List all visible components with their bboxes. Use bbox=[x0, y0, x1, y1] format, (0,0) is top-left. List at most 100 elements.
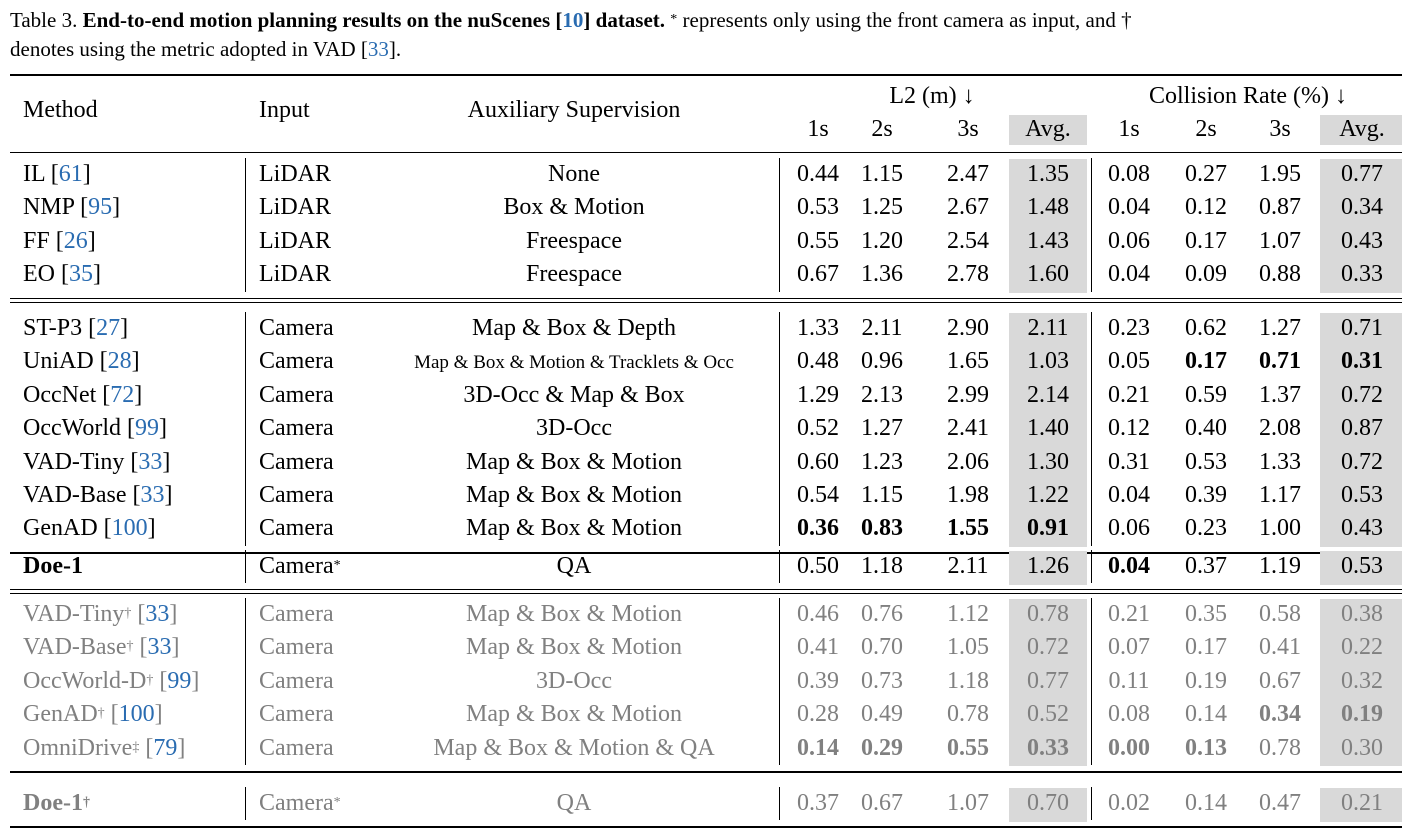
metric-value: 0.53 bbox=[1341, 553, 1383, 579]
metric-value: 0.23 bbox=[1108, 315, 1150, 341]
method-name: VAD-Base† [33] bbox=[23, 634, 180, 661]
metric-value: 0.35 bbox=[1185, 601, 1227, 627]
metric-value: 2.13 bbox=[861, 381, 903, 408]
input-type: Camera bbox=[259, 701, 334, 728]
group-rule bbox=[10, 551, 1402, 554]
metric-value: 0.06 bbox=[1108, 515, 1150, 542]
metric-value: 1.33 bbox=[1259, 448, 1301, 475]
metric-value: 0.02 bbox=[1108, 790, 1150, 816]
metric-value: 1.15 bbox=[861, 482, 903, 508]
metric-value: 0.04 bbox=[1108, 482, 1150, 508]
metric-value: 0.14 bbox=[1185, 701, 1227, 728]
metric-value: 0.27 bbox=[1185, 161, 1227, 187]
metric-value: 0.40 bbox=[1185, 415, 1227, 442]
metric-value: 0.53 bbox=[1185, 448, 1227, 475]
column-divider bbox=[1091, 550, 1092, 584]
metric-value: 0.04 bbox=[1108, 194, 1150, 221]
avg-bg bbox=[1009, 379, 1087, 414]
column-divider bbox=[245, 787, 246, 821]
metric-value: 0.49 bbox=[861, 701, 903, 728]
avg-bg bbox=[1320, 159, 1402, 193]
column-divider bbox=[1091, 158, 1092, 292]
metric-value: 0.33 bbox=[1341, 261, 1383, 288]
metric-value: 0.04 bbox=[1108, 261, 1150, 288]
method-name: VAD-Base [33] bbox=[23, 482, 173, 508]
metric-value: 0.21 bbox=[1341, 790, 1383, 816]
metric-value: 0.39 bbox=[797, 667, 839, 694]
avg-bg bbox=[1320, 192, 1402, 227]
metric-value: 0.17 bbox=[1185, 227, 1227, 254]
metric-value: 0.53 bbox=[797, 194, 839, 221]
input-type: LiDAR bbox=[259, 161, 331, 187]
metric-value: 0.78 bbox=[1027, 601, 1069, 627]
metric-value: 0.06 bbox=[1108, 227, 1150, 254]
metric-value: 2.90 bbox=[947, 315, 989, 341]
header-input: Input bbox=[259, 97, 310, 123]
metric-value: 0.52 bbox=[797, 415, 839, 442]
metric-value: 0.88 bbox=[1259, 261, 1301, 288]
avg-bg bbox=[1009, 632, 1087, 667]
aux-supervision: Map & Box & Motion bbox=[465, 601, 683, 627]
aux-supervision: QA bbox=[556, 790, 592, 816]
avg-bg bbox=[1009, 346, 1087, 381]
metric-value: 0.31 bbox=[1108, 448, 1150, 475]
metric-value: 1.29 bbox=[797, 381, 839, 408]
metric-value: 0.37 bbox=[1185, 553, 1227, 579]
method-name: OccWorld [99] bbox=[23, 415, 168, 442]
aux-supervision: None bbox=[548, 161, 600, 187]
caption-dagger: † bbox=[1121, 8, 1132, 32]
metric-value: 1.15 bbox=[861, 161, 903, 187]
column-divider bbox=[245, 312, 246, 546]
method-name: OccWorld-D† [99] bbox=[23, 667, 200, 694]
avg-bg bbox=[1009, 225, 1087, 260]
avg-bg bbox=[1320, 225, 1402, 260]
metric-value: 1.55 bbox=[947, 515, 989, 542]
avg-bg bbox=[1320, 699, 1402, 734]
metric-value: 0.54 bbox=[797, 482, 839, 508]
metric-value: 1.05 bbox=[947, 634, 989, 661]
input-type: Camera* bbox=[259, 553, 341, 579]
aux-supervision: Map & Box & Motion bbox=[465, 634, 683, 661]
column-divider bbox=[245, 598, 246, 765]
avg-bg bbox=[1009, 446, 1087, 481]
header-aux: Auxiliary Supervision bbox=[467, 97, 681, 123]
method-name: FF [26] bbox=[23, 227, 96, 254]
avg-header-bg bbox=[1320, 115, 1402, 145]
input-type: LiDAR bbox=[259, 227, 331, 254]
input-type: Camera bbox=[259, 601, 334, 627]
metric-value: 2.41 bbox=[947, 415, 989, 442]
metric-value: 2.54 bbox=[947, 227, 989, 254]
avg-bg bbox=[1009, 551, 1087, 585]
metric-value: 0.43 bbox=[1341, 227, 1383, 254]
input-type: Camera bbox=[259, 415, 334, 442]
metric-value: 0.30 bbox=[1341, 734, 1383, 761]
caption-label: Table 3. bbox=[10, 8, 78, 32]
metric-value: 1.30 bbox=[1027, 448, 1069, 475]
metric-value: 0.67 bbox=[1259, 667, 1301, 694]
avg-bg bbox=[1320, 446, 1402, 481]
metric-value: 0.72 bbox=[1341, 381, 1383, 408]
metric-value: 1.00 bbox=[1259, 515, 1301, 542]
group-rule bbox=[10, 771, 1402, 773]
input-type: Camera bbox=[259, 315, 334, 341]
metric-value: 1.95 bbox=[1259, 161, 1301, 187]
metric-value: 1.35 bbox=[1027, 161, 1069, 187]
method-name: UniAD [28] bbox=[23, 348, 140, 375]
column-divider bbox=[1091, 598, 1092, 765]
metric-value: 2.67 bbox=[947, 194, 989, 221]
avg-bg bbox=[1009, 513, 1087, 548]
metric-value: 0.19 bbox=[1341, 701, 1383, 728]
avg-bg bbox=[1320, 665, 1402, 700]
avg-bg bbox=[1009, 313, 1087, 347]
aux-supervision: 3D-Occ bbox=[536, 415, 612, 442]
aux-supervision: Box & Motion bbox=[503, 194, 645, 221]
avg-bg bbox=[1320, 788, 1402, 822]
column-divider bbox=[1091, 312, 1092, 546]
group-rule bbox=[10, 589, 1402, 591]
method-name: EO [35] bbox=[23, 261, 101, 288]
metric-value: 1.18 bbox=[861, 553, 903, 579]
metric-value: 0.58 bbox=[1259, 601, 1301, 627]
metric-value: 0.50 bbox=[797, 553, 839, 579]
column-divider bbox=[779, 550, 780, 584]
metric-value: 0.12 bbox=[1185, 194, 1227, 221]
